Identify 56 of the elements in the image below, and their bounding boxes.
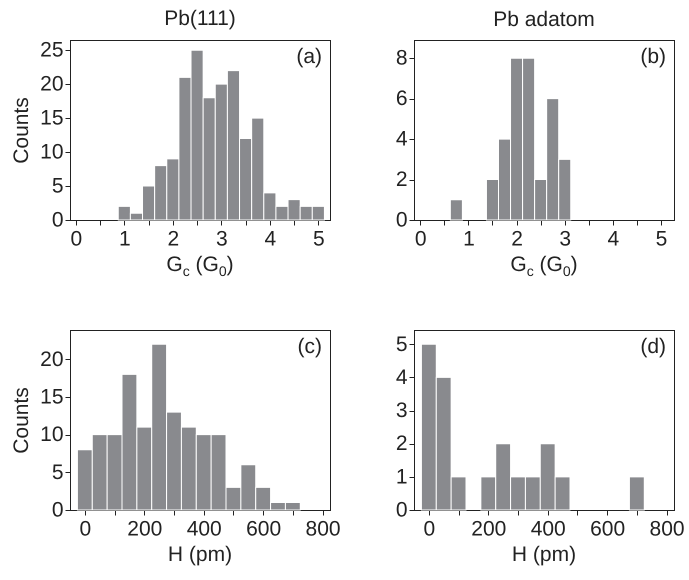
x-axis-title: G$_{c}$ (G$_{0}$) bbox=[509, 253, 579, 280]
y-tick-label: 15 bbox=[40, 386, 64, 409]
x-axis-title: G$_{c}$ (G$_{0}$) bbox=[165, 253, 235, 280]
y-tick-label: 3 bbox=[396, 399, 408, 422]
y-tick-label: 2 bbox=[396, 432, 408, 456]
y-tick-label: 0 bbox=[52, 498, 64, 522]
x-tick-label: 800 bbox=[306, 518, 341, 540]
y-tick-label: 5 bbox=[396, 332, 408, 356]
x-axis-title: H (pm) bbox=[166, 543, 234, 567]
y-tick-label: 0 bbox=[52, 208, 64, 232]
x-tick-label: 0 bbox=[70, 228, 82, 250]
x-tick-label: 800 bbox=[650, 518, 685, 540]
x-tick-label: 5 bbox=[656, 228, 668, 250]
x-tick-label: 0 bbox=[414, 228, 427, 250]
x-tick-label: 1 bbox=[463, 228, 475, 250]
y-tick-label: 20 bbox=[40, 72, 64, 96]
y-tick-label: 5 bbox=[52, 174, 64, 198]
x-tick-label: 200 bbox=[127, 518, 162, 540]
x-tick-label: 2 bbox=[511, 228, 523, 250]
x-tick-label: 400 bbox=[186, 518, 222, 540]
y-tick-label: 25 bbox=[40, 38, 64, 62]
y-tick-label: 10 bbox=[40, 423, 64, 446]
y-tick-label: 5 bbox=[52, 460, 64, 484]
y-tick-label: 0 bbox=[396, 498, 408, 522]
x-tick-label: 0 bbox=[424, 518, 436, 540]
y-tick-label: 20 bbox=[40, 348, 64, 371]
x-tick-label: 200 bbox=[471, 518, 506, 540]
y-tick-label: 4 bbox=[396, 366, 408, 389]
y-tick-label: 1 bbox=[396, 465, 408, 488]
x-tick-label: 4 bbox=[264, 228, 277, 250]
y-axis-title: Counts bbox=[10, 387, 34, 454]
x-tick-label: 2 bbox=[167, 228, 180, 250]
annotation: (b) bbox=[640, 45, 666, 68]
annotation: (c) bbox=[298, 335, 322, 358]
y-tick-label: 2 bbox=[396, 168, 408, 192]
y-tick-label: 8 bbox=[396, 46, 408, 70]
x-axis-title: H (pm) bbox=[510, 543, 578, 567]
x-tick-label: 5 bbox=[313, 228, 325, 250]
y-tick-label: 0 bbox=[396, 208, 408, 232]
y-axis-title: Counts bbox=[10, 97, 34, 164]
y-tick-label: 10 bbox=[40, 140, 64, 164]
x-tick-label: 3 bbox=[559, 228, 572, 250]
x-tick-label: 600 bbox=[246, 518, 282, 540]
y-tick-label: 6 bbox=[396, 87, 408, 110]
y-tick-label: 4 bbox=[396, 128, 408, 151]
x-tick-label: 3 bbox=[216, 228, 228, 250]
x-tick-label: 400 bbox=[530, 518, 566, 540]
x-tick-label: 0 bbox=[80, 518, 92, 540]
y-tick-label: 15 bbox=[40, 106, 64, 130]
annotation: (a) bbox=[296, 45, 322, 68]
chart-title: Pb adatom bbox=[493, 8, 595, 31]
chart-title: Pb(111) bbox=[164, 7, 236, 30]
annotation: (d) bbox=[640, 335, 666, 358]
x-tick-label: 600 bbox=[590, 518, 626, 540]
x-tick-label: 4 bbox=[608, 228, 620, 250]
x-tick-label: 1 bbox=[118, 228, 131, 250]
